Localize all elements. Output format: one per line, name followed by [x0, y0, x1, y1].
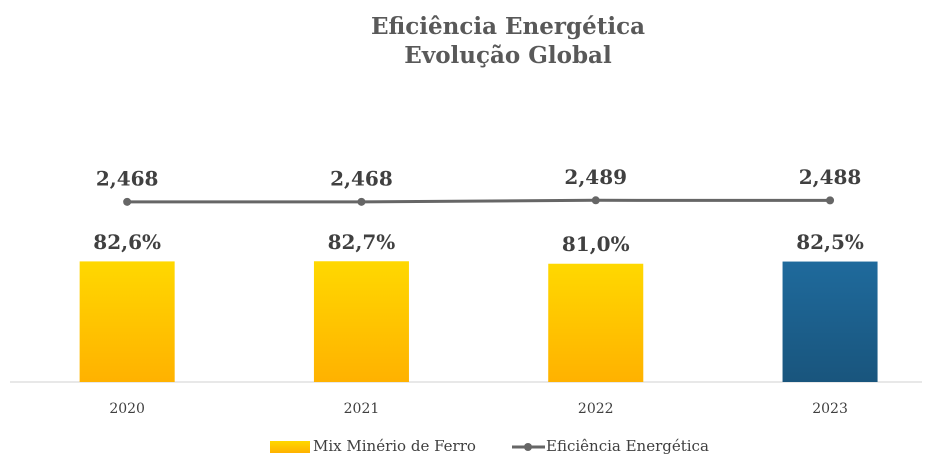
- bar-value-label: 82,6%: [93, 230, 161, 254]
- line: [127, 198, 831, 204]
- legend-label: Eficiência Energética: [546, 437, 709, 455]
- bar-shade: [548, 263, 644, 382]
- legend-swatch-point: [524, 443, 532, 451]
- line-value-label: 2,489: [564, 165, 627, 189]
- chart-subtitle: Evolução Global: [404, 42, 612, 69]
- x-tick-label: 2020: [109, 401, 145, 417]
- x-tick-label: 2021: [344, 401, 380, 417]
- legend-swatch-shade: [270, 441, 310, 453]
- bar-value-label: 82,5%: [796, 230, 864, 254]
- line-value-label: 2,468: [96, 166, 159, 190]
- bar-shade: [782, 261, 878, 382]
- line-point: [123, 197, 132, 206]
- legend-label: Mix Minério de Ferro: [313, 437, 476, 455]
- bar-shade: [79, 261, 175, 382]
- line-point: [826, 196, 835, 205]
- line-point: [591, 196, 600, 205]
- line-value-label: 2,488: [799, 165, 862, 189]
- x-tick-label: 2023: [812, 401, 848, 417]
- chart-title: Eficiência Energética: [371, 13, 645, 40]
- x-tick-label: 2022: [578, 401, 614, 417]
- line-value-label: 2,468: [330, 166, 393, 190]
- line-point: [357, 197, 366, 206]
- bar-value-label: 81,0%: [562, 232, 630, 256]
- bar-shade: [313, 261, 409, 382]
- bar-value-label: 82,7%: [328, 230, 396, 254]
